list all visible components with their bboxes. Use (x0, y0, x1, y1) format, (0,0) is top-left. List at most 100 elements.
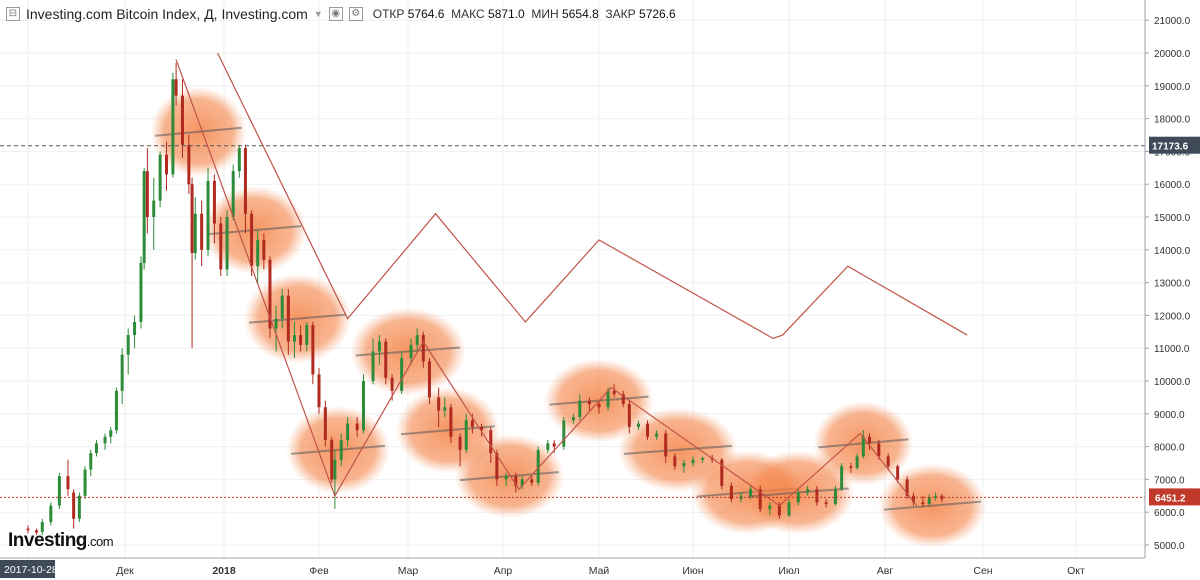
candle-body (449, 407, 453, 437)
candle-body (520, 479, 524, 486)
x-tick-label: Фев (309, 565, 329, 577)
candle-body (855, 456, 859, 468)
candle-body (280, 295, 284, 319)
last-price-tag (1149, 488, 1200, 506)
zone-midline (883, 500, 982, 511)
candle-body (427, 361, 431, 398)
candle-body (646, 423, 650, 437)
candle-body (94, 443, 98, 454)
chevron-down-icon[interactable]: ▼ (313, 9, 323, 19)
candle-body (833, 489, 837, 504)
candle-body (720, 459, 724, 486)
candle-body (311, 325, 315, 375)
candle-body (206, 180, 210, 250)
candle-body (911, 495, 915, 503)
candle-body (464, 420, 468, 450)
collapse-icon[interactable]: ⊟ (6, 7, 20, 21)
candle-body (384, 341, 388, 378)
candle-body (489, 430, 493, 454)
candle-body (758, 489, 762, 509)
candle-body (66, 476, 70, 490)
candle-body (868, 436, 872, 444)
open-value: 5764.6 (407, 7, 445, 21)
candle-body (83, 469, 87, 496)
candle-body (225, 217, 229, 270)
candle-body (49, 505, 53, 523)
x-tick-label: Апр (494, 565, 513, 577)
candle-body (768, 505, 772, 509)
high-label: МАКС (451, 7, 485, 21)
x-tick-label: 2018 (212, 565, 236, 577)
candle-body (636, 423, 640, 427)
settings-icon[interactable]: ⚙ (348, 7, 363, 21)
candle-body (409, 344, 413, 359)
candle-body (578, 400, 582, 418)
zone-midline (155, 126, 242, 137)
candle-body (180, 95, 184, 145)
candle-body (317, 374, 321, 408)
low-label: МИН (531, 7, 559, 21)
candle-body (664, 433, 668, 457)
candle-body (415, 335, 419, 345)
candle-body (480, 426, 484, 431)
ohlc-readout: ОТКР 5764.6 МАКС 5871.0 МИН 5654.8 ЗАКР … (373, 7, 676, 21)
x-tick-label: 2017-10-28 (4, 564, 58, 576)
candle-body (120, 354, 124, 391)
candle-body (72, 492, 76, 519)
candle-body (109, 430, 113, 437)
candle-body (145, 171, 149, 217)
candle-body (346, 423, 350, 441)
candle-body (200, 213, 204, 250)
investing-logo: Investing.com (8, 530, 114, 552)
open-label: ОТКР (372, 7, 405, 21)
candle-body (377, 341, 381, 352)
projection-line (217, 52, 968, 340)
candle-body (691, 459, 695, 463)
eye-icon[interactable]: ◉ (328, 7, 343, 21)
candle-body (40, 522, 44, 532)
candle-body (421, 335, 425, 362)
y-tick-label: 20000.0 (1154, 49, 1191, 60)
candle-body (806, 489, 810, 493)
candle-body (237, 148, 241, 172)
zone-midline (459, 471, 559, 482)
candle-body (165, 154, 169, 175)
candle-body (250, 213, 254, 267)
zone-midline (207, 225, 302, 236)
candle-body (256, 239, 260, 267)
trend-line (175, 59, 918, 507)
logo-suffix: .com (86, 534, 114, 549)
candle-body (934, 495, 938, 498)
candle-body (35, 530, 39, 533)
logo-main: Investing (8, 530, 87, 551)
candle-body (212, 180, 216, 224)
y-tick-label: 10000.0 (1154, 377, 1191, 388)
y-tick-label: 18000.0 (1154, 115, 1191, 126)
candle-body (777, 505, 781, 516)
candle-body (133, 321, 137, 336)
candle-body (114, 390, 118, 431)
candle-body (504, 476, 508, 480)
candles (26, 62, 944, 536)
low-value: 5654.8 (562, 7, 599, 21)
candle-body (158, 154, 162, 201)
crosshair-label: 17173.6 (1152, 142, 1189, 153)
chart-title: Investing.com Bitcoin Index, Д, Investin… (26, 6, 308, 22)
candle-body (849, 466, 853, 468)
x-tick-label: Июл (778, 565, 799, 577)
last-price-label: 6451.2 (1155, 493, 1186, 504)
candle-body (355, 423, 359, 431)
candle-body (219, 223, 223, 270)
candle-body (330, 440, 334, 480)
y-tick-label: 16000.0 (1154, 180, 1191, 191)
candle-body (877, 443, 881, 457)
candle-body (701, 458, 705, 460)
candle-body (333, 459, 337, 480)
candle-body (77, 495, 81, 519)
candle-body (840, 466, 844, 490)
candle-body (57, 476, 61, 506)
x-axis-panel (0, 558, 1200, 580)
candle-body (274, 318, 278, 329)
